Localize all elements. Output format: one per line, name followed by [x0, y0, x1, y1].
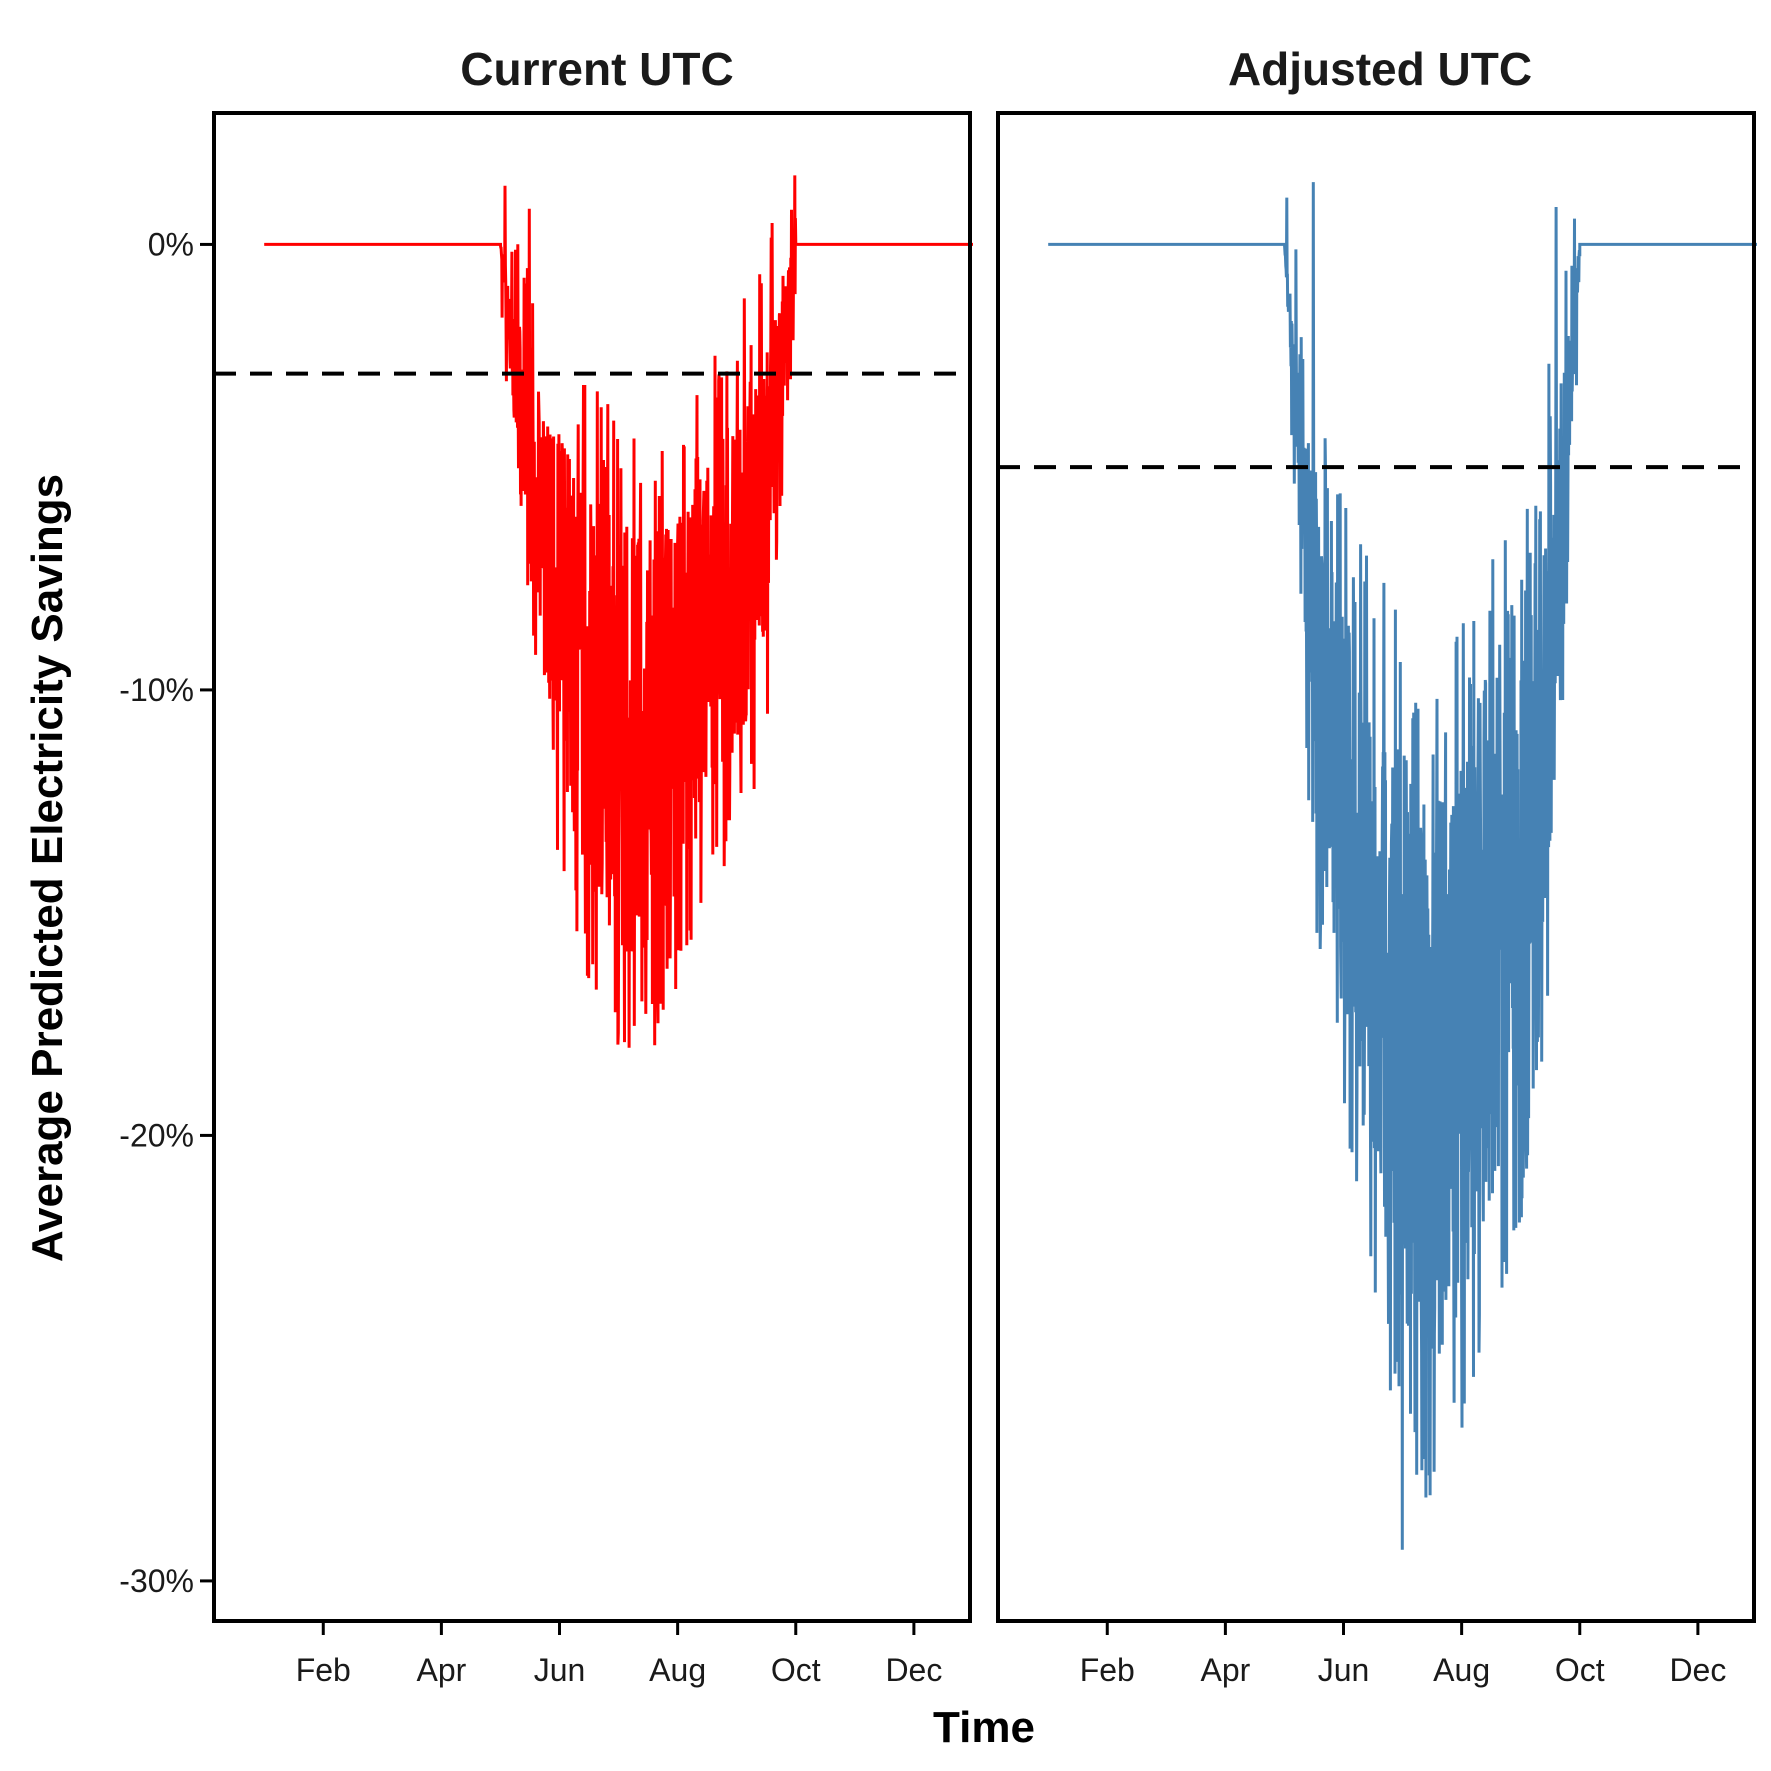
x-tick-label: Aug	[649, 1652, 706, 1688]
x-tick-label: Feb	[296, 1652, 351, 1688]
x-tick-label: Aug	[1433, 1652, 1490, 1688]
x-tick-label: Oct	[1555, 1652, 1605, 1688]
panel-border-right	[996, 111, 1756, 1623]
x-tick-label: Apr	[416, 1652, 466, 1688]
x-tick-label: Apr	[1200, 1652, 1250, 1688]
x-tick-label: Dec	[1669, 1652, 1726, 1688]
x-axis-title: Time	[933, 1703, 1035, 1752]
y-axis-title: Average Predicted Electricity Savings	[23, 474, 72, 1262]
y-tick-label: -30%	[119, 1563, 194, 1599]
x-tick-label: Jun	[534, 1652, 586, 1688]
y-tick-label: -20%	[119, 1117, 194, 1153]
y-axis: 0% -10% -20% -30%	[119, 226, 214, 1599]
x-tick-label: Oct	[771, 1652, 821, 1688]
panel-border-left	[212, 111, 972, 1623]
y-tick-label: 0%	[148, 226, 194, 262]
panel-title-right: Adjusted UTC	[1228, 43, 1532, 95]
series-line-current-utc	[264, 175, 973, 1048]
y-tick-label: -10%	[119, 672, 194, 708]
panel-title-left: Current UTC	[460, 43, 733, 95]
panel-current-utc	[214, 175, 973, 1048]
series-line-adjusted-utc	[1048, 182, 1757, 1550]
x-tick-label: Feb	[1080, 1652, 1135, 1688]
x-axis: Feb Apr Jun Aug Oct Dec Feb Apr Jun Aug Oct Dec	[296, 1621, 1726, 1688]
x-tick-label: Dec	[885, 1652, 942, 1688]
panel-adjusted-utc	[998, 182, 1757, 1550]
x-tick-label: Jun	[1318, 1652, 1370, 1688]
